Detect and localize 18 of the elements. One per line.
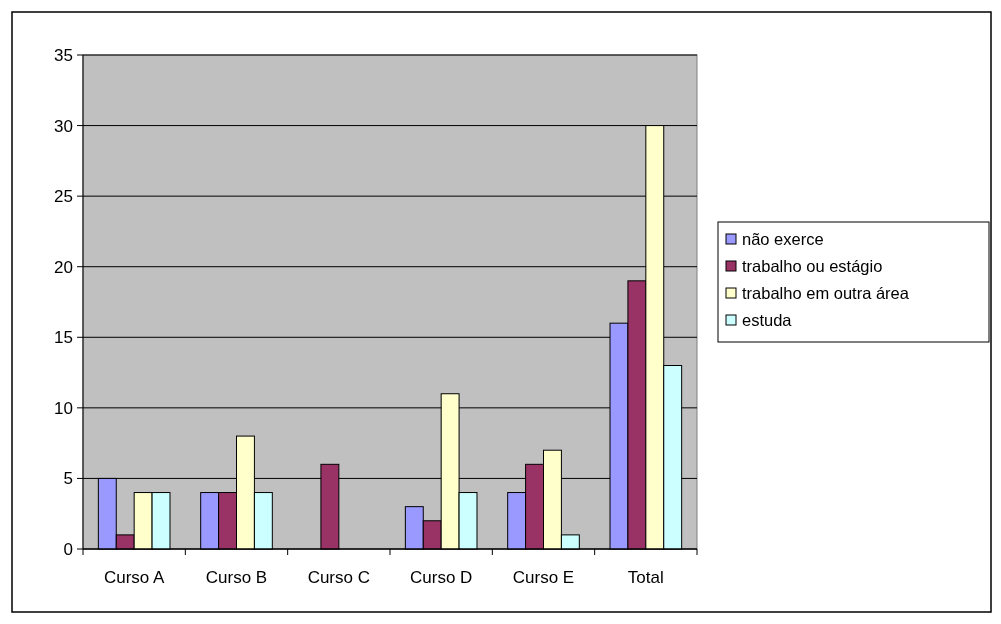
legend-label: trabalho em outra área (742, 283, 910, 302)
y-tick-label: 35 (54, 45, 73, 65)
y-tick-label: 30 (54, 116, 73, 136)
y-tick-label: 0 (63, 539, 73, 559)
y-tick-label: 15 (54, 328, 73, 348)
y-tick-label: 5 (63, 469, 73, 489)
x-tick-label: Curso D (409, 568, 473, 587)
legend-label: estuda (742, 310, 793, 329)
y-tick-label: 20 (54, 257, 73, 277)
x-tick-label: Curso C (307, 568, 371, 587)
x-tick-label: Total (627, 568, 664, 587)
x-tick-label: Curso A (103, 568, 166, 587)
legend-label: trabalho ou estágio (742, 256, 883, 275)
y-tick-label: 10 (54, 398, 73, 418)
legend-label: não exerce (742, 229, 824, 248)
y-tick-label: 25 (54, 187, 73, 207)
x-tick-label: Curso B (205, 568, 268, 587)
x-tick-label: Curso E (512, 568, 575, 587)
